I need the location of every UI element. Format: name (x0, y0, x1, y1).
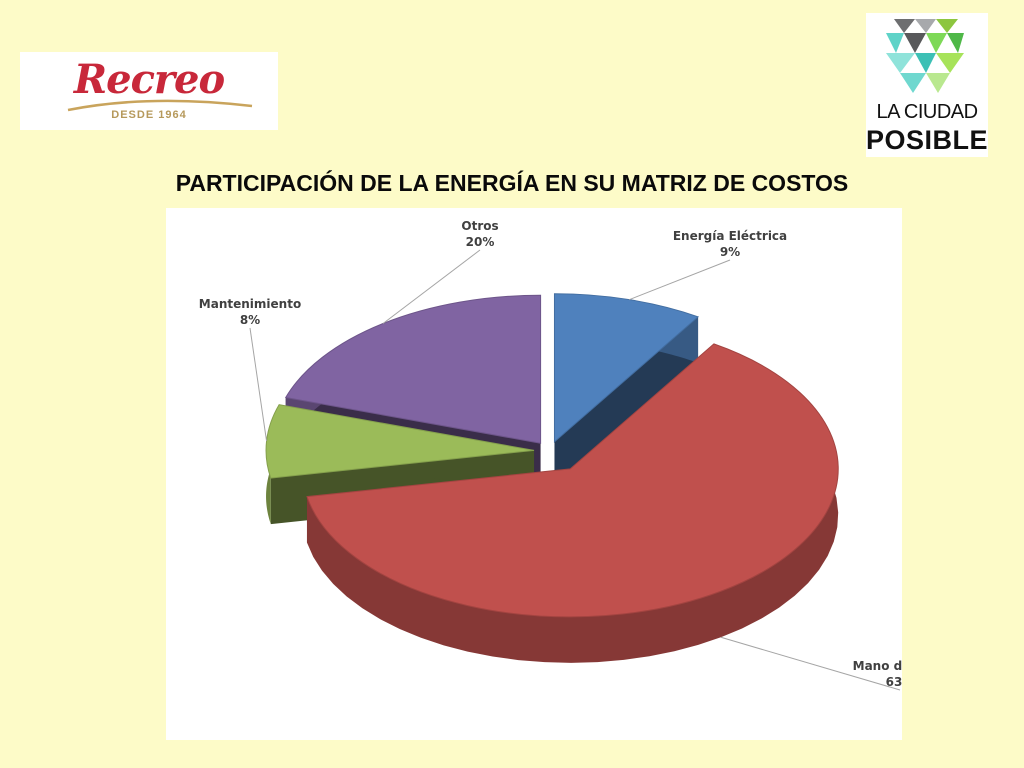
leader-line (249, 327, 268, 442)
pie-chart: Energía Eléctrica 9% Mano de Obra 63% Manten… (199, 219, 902, 691)
recreo-logo: Recreo DESDE 1964 (20, 52, 278, 130)
slice-top-face (306, 343, 839, 618)
pie-chart-frame: Energía Eléctrica 9% Mano de Obra 63% Manten… (166, 208, 902, 740)
data-label-name: Mano de Obra (853, 659, 902, 673)
recreo-swoosh-icon (67, 99, 253, 112)
slice-top-face (265, 404, 535, 479)
data-label-name: Otros (461, 219, 498, 233)
data-label-name: Mantenimiento (199, 297, 301, 311)
geometric-cube-icon (886, 19, 964, 93)
leader-line (382, 249, 481, 324)
slice-top-face (553, 293, 700, 443)
recreo-logo-tagline: DESDE 1964 (111, 109, 187, 121)
data-label-percent: 8% (240, 313, 260, 327)
slice-mano-de-obra (306, 343, 839, 663)
leader-line (629, 259, 731, 301)
data-label-percent: 9% (720, 245, 740, 259)
data-label-percent: 20% (466, 235, 495, 249)
data-label-name: Energía Eléctrica (673, 229, 787, 243)
slice-energia-electrica (553, 293, 700, 488)
recreo-logo-script: Recreo (73, 56, 225, 103)
leader-line (720, 636, 901, 691)
data-label-percent: 63% (886, 675, 902, 689)
slide-title: PARTICIPACIÓN DE LA ENERGÍA EN SU MATRIZ… (175, 170, 849, 196)
slice-side-wall (554, 316, 699, 488)
la-ciudad-posible-logo: LA CIUDAD POSIBLE (866, 13, 988, 157)
logo-line-la-ciudad: LA CIUDAD (876, 101, 978, 123)
logo-line-posible: POSIBLE (866, 125, 989, 155)
